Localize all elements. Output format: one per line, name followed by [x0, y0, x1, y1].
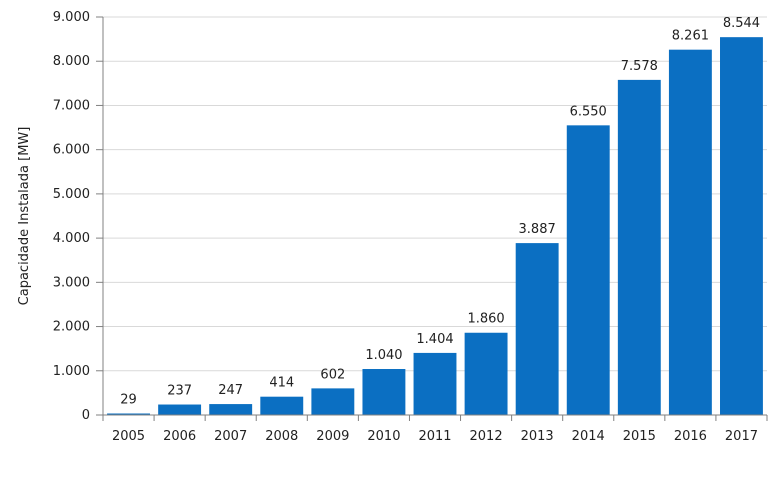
y-tick-label: 5.000	[53, 187, 90, 202]
value-label-2016: 8.261	[672, 29, 709, 44]
y-tick-label: 7.000	[53, 98, 90, 113]
value-label-2014: 6.550	[570, 104, 607, 119]
x-tick-labels: 2005 2006 2007 2008 2009 2010 2011 2012 2013 2014…	[112, 429, 758, 444]
x-tick-label-2015: 2015	[623, 429, 656, 444]
x-tick-label-2008: 2008	[265, 429, 298, 444]
bar-2009	[311, 388, 355, 415]
bar-2017	[720, 37, 763, 415]
bars	[107, 37, 763, 415]
x-tick-label-2009: 2009	[316, 429, 349, 444]
bar-2008	[260, 396, 304, 415]
bar-2011	[413, 352, 457, 415]
value-label-2017: 8.544	[723, 16, 760, 31]
bar-2007	[209, 404, 253, 415]
x-tick-label-2016: 2016	[674, 429, 707, 444]
bar-2014	[566, 125, 610, 415]
x-tick-label-2007: 2007	[214, 429, 247, 444]
gridlines	[103, 16, 767, 372]
bar-2015	[617, 79, 661, 415]
y-tick-label: 6.000	[53, 143, 90, 158]
x-tick-label-2011: 2011	[418, 429, 451, 444]
y-tick-label: 1.000	[53, 364, 90, 379]
x-tick-label-2012: 2012	[470, 429, 503, 444]
value-label-2011: 1.404	[416, 332, 453, 347]
y-tick-label: 0	[82, 408, 90, 423]
value-label-2013: 3.887	[519, 222, 556, 237]
value-label-2012: 1.860	[467, 312, 504, 327]
x-tick-label-2006: 2006	[163, 429, 196, 444]
value-label-2015: 7.578	[621, 59, 658, 74]
value-labels: 29 237 247 414 602 1.040 1.404 1.860 3.887 6.550 7…	[120, 16, 760, 407]
x-tick-label-2014: 2014	[572, 429, 605, 444]
y-tick-label: 8.000	[53, 54, 90, 69]
y-tick-label: 2.000	[53, 320, 90, 335]
y-tick-label: 9.000	[53, 10, 90, 25]
x-tick-label-2017: 2017	[725, 429, 758, 444]
bar-2013	[515, 243, 559, 415]
bar-2010	[362, 369, 406, 415]
value-label-2007: 247	[218, 383, 243, 398]
value-label-2010: 1.040	[365, 348, 402, 363]
value-label-2005: 29	[120, 393, 137, 408]
x-tick-label-2005: 2005	[112, 429, 145, 444]
y-tick-labels: 0 1.000 2.000 3.000 4.000 5.000 6.000 7.000 8.00…	[53, 10, 90, 423]
value-label-2009: 602	[320, 367, 345, 382]
y-tick-label: 3.000	[53, 275, 90, 290]
bar-2006	[158, 404, 202, 415]
x-tick-label-2010: 2010	[367, 429, 400, 444]
y-axis-title: Capacidade Instalada [MW]	[17, 127, 32, 306]
axes	[96, 16, 768, 421]
bar-2016	[668, 49, 712, 415]
x-tick-label-2013: 2013	[521, 429, 554, 444]
bar-2005	[107, 413, 150, 415]
y-tick-label: 4.000	[53, 231, 90, 246]
value-label-2008: 414	[269, 376, 294, 391]
bar-2012	[464, 332, 508, 415]
value-label-2006: 237	[167, 384, 192, 399]
